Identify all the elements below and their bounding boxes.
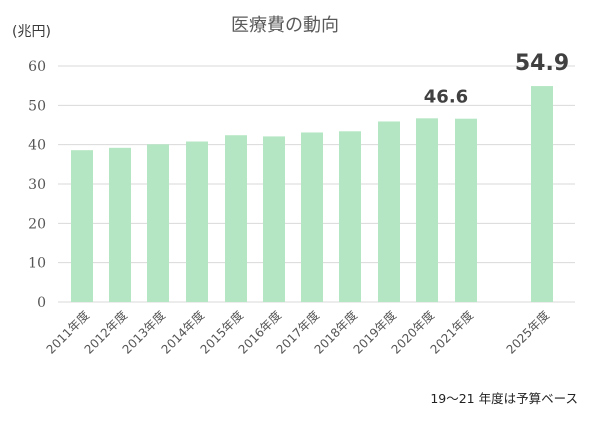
bars bbox=[71, 86, 553, 303]
y-tick-label: 10 bbox=[28, 256, 46, 272]
bar-2012年度 bbox=[109, 147, 131, 302]
x-tick-label: 2021年度 bbox=[427, 308, 476, 357]
y-tick-label: 20 bbox=[28, 216, 46, 232]
chart-title: 医療費の動向 bbox=[231, 15, 339, 36]
footnote: 19～21 年度は予算ベース bbox=[430, 391, 578, 406]
y-tick-label: 60 bbox=[28, 59, 46, 75]
bar-2019年度 bbox=[378, 121, 400, 303]
data-label-2021年度: 46.6 bbox=[424, 87, 468, 108]
bar-2025年度 bbox=[531, 86, 553, 302]
bar-2017年度 bbox=[301, 132, 323, 302]
bar-2020年度 bbox=[416, 118, 438, 303]
y-axis-ticks: 0 10 20 30 40 50 60 bbox=[28, 59, 46, 311]
bar-2011年度 bbox=[71, 150, 93, 302]
x-tick-label: 2025年度 bbox=[503, 308, 552, 357]
y-tick-label: 0 bbox=[37, 295, 46, 311]
bar-2018年度 bbox=[339, 131, 361, 302]
y-tick-label: 30 bbox=[28, 177, 46, 193]
y-tick-label: 40 bbox=[28, 138, 46, 154]
bar-2015年度 bbox=[225, 135, 247, 302]
data-label-2025年度: 54.9 bbox=[515, 51, 569, 76]
bar-2016年度 bbox=[263, 136, 285, 302]
y-axis-unit-label: (兆円) bbox=[12, 24, 51, 40]
y-tick-label: 50 bbox=[28, 98, 46, 114]
bar-2013年度 bbox=[147, 144, 169, 302]
bar-2021年度 bbox=[455, 118, 477, 302]
data-labels: 46.6 54.9 bbox=[424, 51, 569, 108]
x-axis-ticks: 2011年度2012年度2013年度2014年度2015年度2016年度2017… bbox=[43, 308, 552, 357]
bar-2014年度 bbox=[186, 141, 208, 302]
